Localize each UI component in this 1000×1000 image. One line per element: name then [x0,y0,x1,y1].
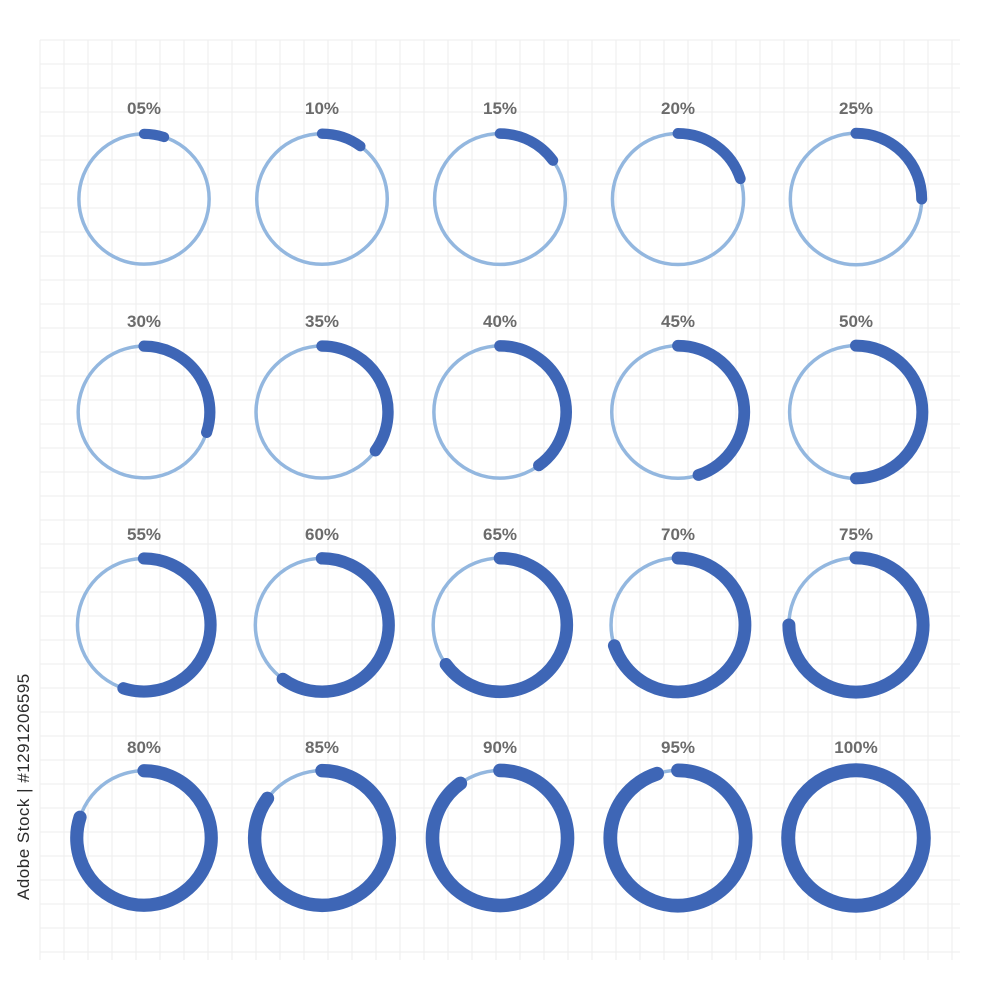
progress-ring: 15% [432,99,568,267]
percent-label: 05% [127,99,161,118]
percent-label: 35% [305,312,339,331]
ring-track [77,132,211,266]
percent-label: 50% [839,312,873,331]
percent-label: 25% [839,99,873,118]
ring-progress-arc [117,552,217,698]
progress-ring: 55% [75,525,217,698]
ring-progress-arc [439,551,574,699]
percent-label: 95% [661,738,695,757]
ring-progress-arc [494,340,572,472]
ring-track [254,131,390,267]
progress-ring: 80% [70,738,218,912]
ring-progress-arc [247,763,397,913]
progress-ring: 100% [781,738,931,913]
progress-ring: 35% [254,312,394,480]
progress-ring: 90% [425,738,575,913]
ring-progress-arc [70,764,218,912]
progress-ring: 25% [788,99,928,267]
progress-ring: 50% [787,312,929,485]
ring-progress-arc [607,551,752,699]
percent-label: 20% [661,99,695,118]
percent-label: 55% [127,525,161,544]
percent-label: 45% [661,312,695,331]
ring-progress-arc [316,340,394,457]
progress-ring: 85% [247,738,397,913]
percent-label: 100% [834,738,877,757]
progress-ring: 40% [432,312,572,480]
percent-label: 75% [839,525,873,544]
ring-progress-arc [494,128,559,166]
ring-progress-arc [276,552,395,698]
ring-progress-arc [316,128,366,152]
progress-ring: 05% [77,99,211,266]
ring-progress-arc [138,128,170,143]
ring-progress-arc [425,763,575,913]
percent-label: 40% [483,312,517,331]
percent-label: 30% [127,312,161,331]
progress-ring: 95% [603,738,753,913]
progress-ring: 60% [253,525,395,698]
ring-progress-arc [850,127,928,205]
progress-ring: 45% [609,312,751,481]
percent-label: 90% [483,738,517,757]
progress-ring: 10% [254,99,390,267]
percent-label: 10% [305,99,339,118]
percent-label: 85% [305,738,339,757]
ring-progress-arc [781,763,931,913]
progress-ring: 30% [76,312,216,480]
ring-progress-arc [138,340,216,438]
percent-label: 15% [483,99,517,118]
progress-ring: 20% [610,99,746,267]
progress-ring: 70% [607,525,752,699]
ring-progress-arc [603,763,753,913]
progress-ring: 75% [782,525,930,699]
percent-label: 60% [305,525,339,544]
percent-label: 65% [483,525,517,544]
ring-progress-arc [672,128,746,185]
ring-progress-arc [850,339,929,485]
percent-label: 70% [661,525,695,544]
percent-label: 80% [127,738,161,757]
ring-progress-arc [672,339,751,481]
progress-ring: 65% [431,525,574,699]
ring-progress-arc [782,551,930,699]
